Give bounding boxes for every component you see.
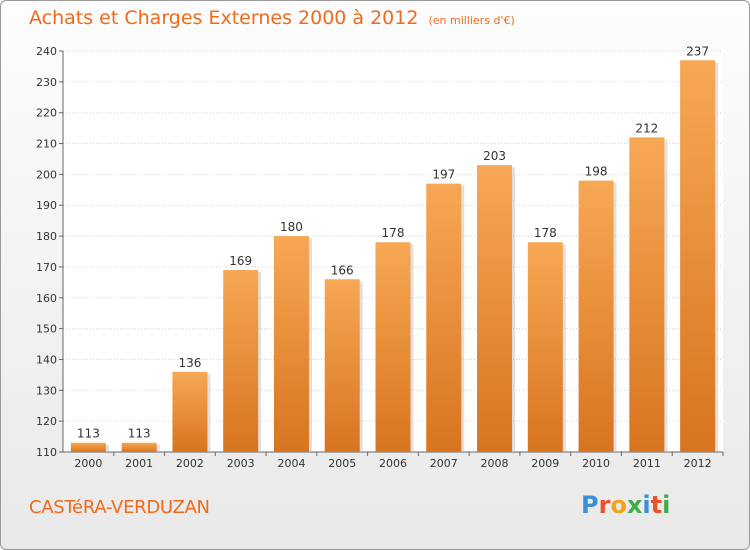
logo-letter: i xyxy=(642,491,651,519)
x-tick-label: 2010 xyxy=(582,457,610,470)
bar-value-label: 180 xyxy=(280,220,303,234)
bar-value-label: 169 xyxy=(229,254,252,268)
bar[interactable] xyxy=(121,442,157,452)
bar[interactable] xyxy=(477,165,513,452)
bar-value-label: 198 xyxy=(585,165,608,179)
logo-letter: t xyxy=(650,491,663,519)
y-tick-label: 170 xyxy=(36,261,57,274)
bar-value-label: 166 xyxy=(331,263,354,277)
bar[interactable] xyxy=(223,270,259,452)
bar[interactable] xyxy=(629,137,665,452)
bar-value-label: 136 xyxy=(178,356,201,370)
logo-letter: x xyxy=(626,491,643,519)
y-tick-label: 130 xyxy=(36,384,57,397)
x-tick-label: 2011 xyxy=(633,457,661,470)
x-tick-label: 2004 xyxy=(277,457,305,470)
labels: 110 120 130 140 150 160 170 180 190 200 210 220 230 2… xyxy=(36,44,712,470)
logo-letter: P xyxy=(581,491,599,519)
x-tick-label: 2001 xyxy=(125,457,153,470)
bar[interactable] xyxy=(70,442,106,452)
chart-unit: (en milliers d'€) xyxy=(428,14,515,27)
x-tick-label: 2000 xyxy=(74,457,102,470)
bar[interactable] xyxy=(172,371,208,452)
y-tick-label: 190 xyxy=(36,199,57,212)
x-tick-label: 2002 xyxy=(176,457,204,470)
bar-value-label: 212 xyxy=(635,121,658,135)
x-tick-label: 2003 xyxy=(227,457,255,470)
bar-value-label: 203 xyxy=(483,149,506,163)
logo-letter: r xyxy=(598,491,611,519)
x-tick-label: 2005 xyxy=(328,457,356,470)
bar-value-label: 197 xyxy=(432,168,455,182)
y-tick-label: 110 xyxy=(36,446,57,459)
chart-title: Achats et Charges Externes 2000 à 2012 (e… xyxy=(29,7,515,29)
bar[interactable] xyxy=(273,236,309,452)
bar[interactable] xyxy=(578,180,614,453)
x-tick-label: 2009 xyxy=(531,457,559,470)
x-tick-label: 2012 xyxy=(684,457,712,470)
x-tick-label: 2008 xyxy=(481,457,509,470)
y-tick-label: 220 xyxy=(36,107,57,120)
y-tick-label: 160 xyxy=(36,292,57,305)
bar-value-label: 113 xyxy=(77,427,100,441)
x-tick-label: 2007 xyxy=(430,457,458,470)
y-tick-label: 200 xyxy=(36,168,57,181)
y-tick-label: 140 xyxy=(36,353,57,366)
y-tick-label: 150 xyxy=(36,323,57,336)
bar-value-label: 178 xyxy=(382,226,405,240)
chart-title-text: Achats et Charges Externes 2000 à 2012 xyxy=(29,7,419,29)
x-tick-label: 2006 xyxy=(379,457,407,470)
city-name: CASTéRA-VERDUZAN xyxy=(29,497,210,518)
proxiti-logo[interactable]: Proxiti xyxy=(581,491,670,519)
bar[interactable] xyxy=(680,60,716,452)
y-tick-label: 180 xyxy=(36,230,57,243)
bar[interactable] xyxy=(527,242,563,452)
bar-value-label: 178 xyxy=(534,226,557,240)
y-tick-label: 120 xyxy=(36,415,57,428)
logo-letter: o xyxy=(610,491,627,519)
bar[interactable] xyxy=(324,279,360,452)
y-tick-label: 240 xyxy=(36,45,57,58)
bar[interactable] xyxy=(375,242,411,452)
bar-value-label: 113 xyxy=(128,427,151,441)
bar[interactable] xyxy=(426,183,462,452)
bar-value-label: 237 xyxy=(686,44,709,58)
y-tick-label: 230 xyxy=(36,76,57,89)
y-tick-label: 210 xyxy=(36,138,57,151)
logo-letter: i xyxy=(662,491,671,519)
bars xyxy=(70,60,719,453)
